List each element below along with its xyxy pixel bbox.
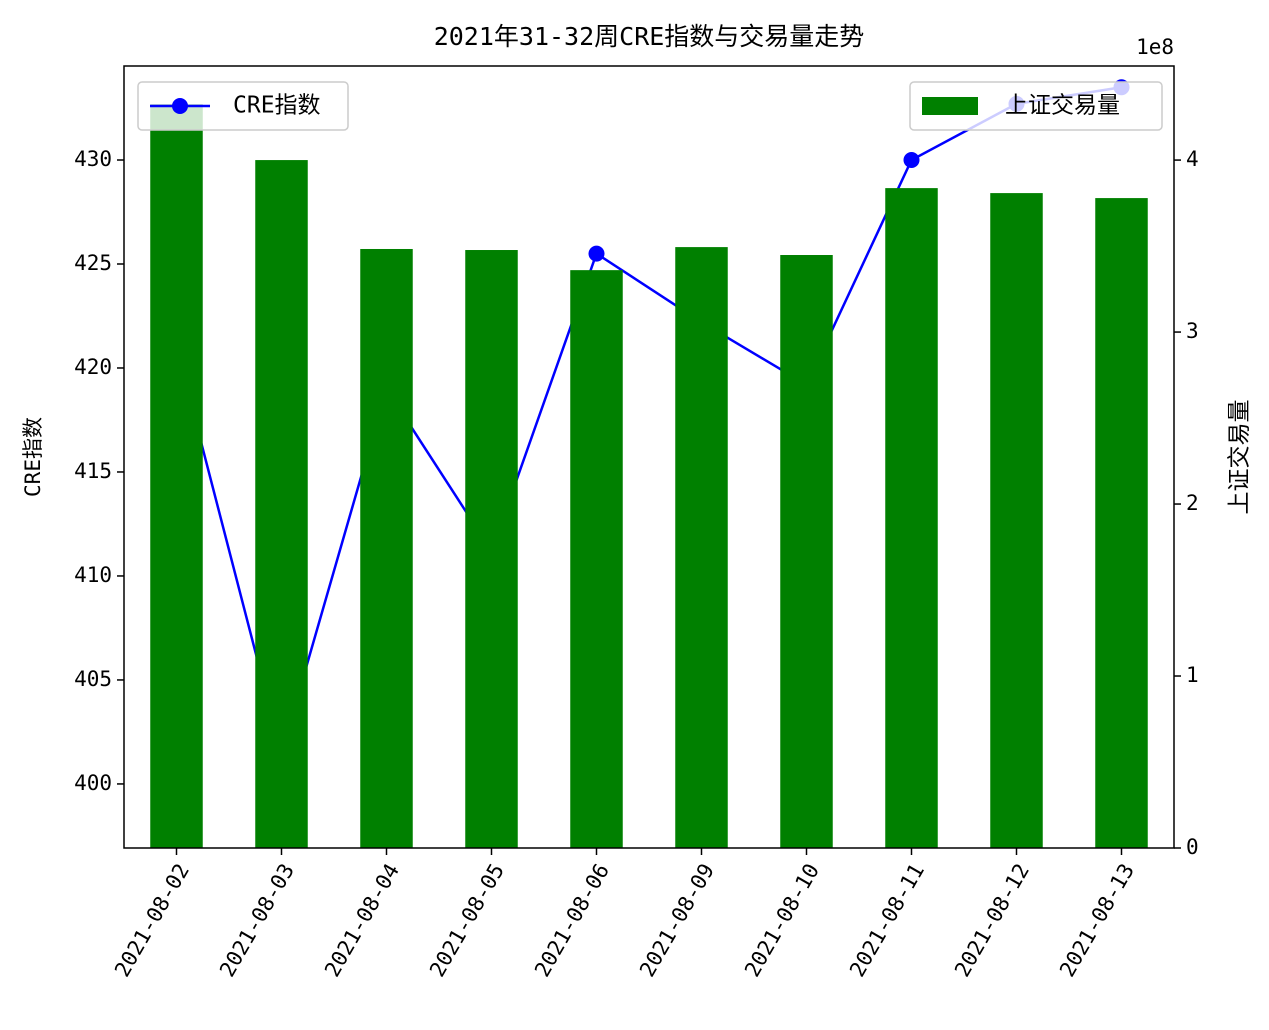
y-axis-label: CRE指数 — [21, 417, 45, 497]
bar — [780, 255, 833, 848]
bar — [990, 193, 1043, 848]
legend-box — [909, 81, 1163, 131]
bar — [255, 160, 308, 848]
y2-axis-label: 上证交易量 — [1227, 400, 1253, 515]
y-tick-label: 420 — [74, 355, 112, 379]
bar — [1095, 198, 1148, 849]
y2-tick-label: 4 — [1186, 147, 1199, 171]
legend-box — [137, 81, 349, 131]
y2-tick-label: 0 — [1186, 835, 1199, 859]
bar — [675, 247, 728, 848]
plot-frame — [123, 65, 1175, 849]
y-tick-label: 410 — [74, 563, 112, 587]
bar — [360, 248, 413, 848]
legend-label: 上证交易量 — [1005, 93, 1120, 119]
legend-label: CRE指数 — [233, 93, 321, 119]
point — [903, 152, 920, 169]
legend-swatch — [922, 97, 978, 115]
bar — [570, 270, 623, 848]
y2-tick-label: 2 — [1186, 491, 1199, 515]
y-tick-label: 400 — [74, 771, 112, 795]
bar — [150, 104, 203, 848]
y-tick-label: 415 — [74, 459, 112, 483]
chart-title: 2021年31-32周CRE指数与交易量走势 — [434, 22, 865, 51]
y2-tick-label: 3 — [1186, 319, 1199, 343]
bar — [885, 188, 938, 849]
y-tick-label: 425 — [74, 251, 112, 275]
y2-offset-label: 1e8 — [1136, 35, 1174, 59]
legend-marker — [172, 98, 188, 114]
y2-tick-label: 1 — [1186, 663, 1199, 687]
y-tick-label: 430 — [74, 147, 112, 171]
line — [175, 85, 1122, 758]
point — [588, 245, 605, 262]
bar — [465, 250, 518, 848]
y-tick-label: 405 — [74, 667, 112, 691]
